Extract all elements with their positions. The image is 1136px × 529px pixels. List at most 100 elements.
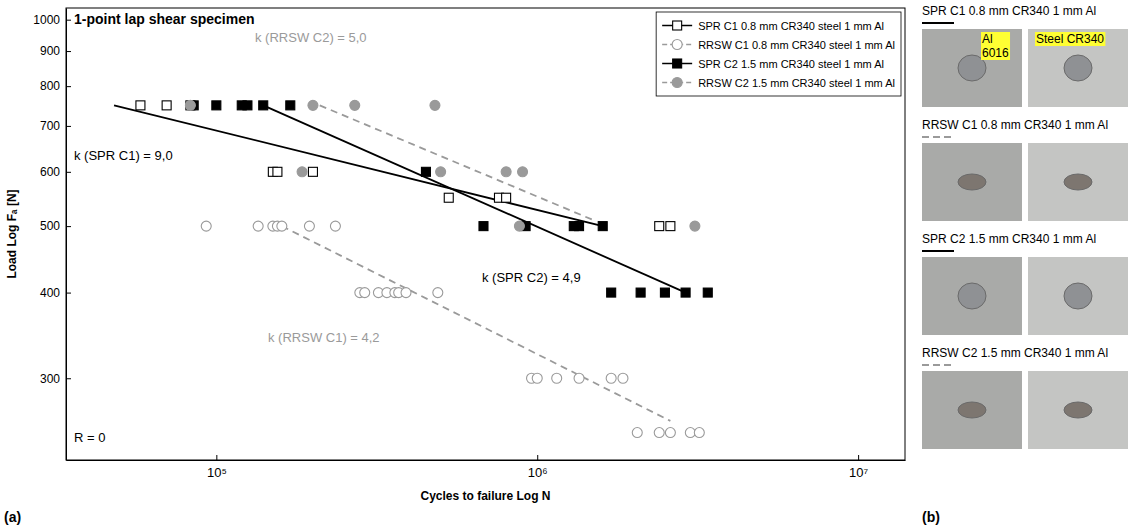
- legend-marker: [673, 21, 682, 30]
- photo-joint: [1064, 55, 1092, 81]
- annotation: k (RRSW C1) = 4,2: [268, 330, 380, 345]
- data-point: [186, 101, 195, 110]
- data-point: [598, 222, 607, 231]
- data-point: [575, 222, 584, 231]
- photo: [922, 257, 1022, 335]
- y-tick: 800: [40, 79, 71, 93]
- data-point: [212, 101, 221, 110]
- y-tick-mark: [66, 86, 71, 87]
- y-tick-label: 1000: [33, 13, 60, 27]
- data-point: [501, 167, 511, 177]
- photo-title: RRSW C2 1.5 mm CR340 1 mm Al: [922, 346, 1108, 360]
- panel-letter: (b): [922, 509, 940, 525]
- y-tick-mark: [66, 378, 71, 379]
- x-axis-line: [67, 460, 906, 461]
- data-point: [277, 221, 287, 231]
- y-tick-label: 300: [40, 372, 60, 386]
- data-point: [666, 222, 675, 231]
- data-point: [297, 167, 307, 177]
- photo-joint: [1064, 283, 1092, 309]
- data-point: [479, 222, 488, 231]
- photo: [922, 371, 1022, 449]
- y-tick: 500: [40, 219, 71, 233]
- data-point: [308, 167, 317, 176]
- data-point: [690, 221, 700, 231]
- line-style-sample: [922, 136, 954, 138]
- x-tick-mark: [537, 455, 538, 460]
- photo-title: SPR C1 0.8 mm CR340 1 mm Al: [922, 4, 1096, 18]
- photo: [1028, 371, 1128, 449]
- data-point: [502, 193, 511, 202]
- data-point: [518, 167, 528, 177]
- x-tick-label: 10⁷: [849, 465, 868, 480]
- y-tick-mark: [66, 172, 71, 173]
- data-point: [421, 167, 430, 176]
- photo: [922, 143, 1022, 221]
- fit-line: [282, 226, 671, 421]
- fit-line: [320, 105, 594, 220]
- data-point: [532, 373, 542, 383]
- y-tick-label: 800: [40, 79, 60, 93]
- annotation: k (RRSW C2) = 5,0: [255, 30, 367, 45]
- y-tick: 400: [40, 286, 71, 300]
- data-point: [681, 288, 690, 297]
- data-point: [430, 100, 440, 110]
- y-tick: 600: [40, 165, 71, 179]
- legend-label: RRSW C2 1.5 mm CR340 steel 1 mm Al: [698, 77, 895, 89]
- x-tick-label: 10⁶: [528, 465, 548, 480]
- chart-title: 1-point lap shear specimen: [74, 11, 255, 27]
- y-tick-mark: [66, 51, 71, 52]
- data-point: [632, 428, 642, 438]
- photo: [1028, 143, 1128, 221]
- data-point: [360, 288, 370, 298]
- data-point: [136, 101, 145, 110]
- data-point: [694, 428, 704, 438]
- x-axis-title: Cycles to failure Log N: [420, 489, 550, 503]
- data-point: [703, 288, 712, 297]
- line-style-sample: [922, 22, 954, 24]
- annotation: k (SPR C1) = 9,0: [74, 148, 173, 163]
- label-highlight: [1035, 32, 1105, 46]
- photo: [922, 29, 1022, 107]
- x-tick-mark: [216, 455, 217, 460]
- y-tick: 300: [40, 372, 71, 386]
- panel-letter: (a): [4, 509, 21, 525]
- data-point: [574, 373, 584, 383]
- photo: [1028, 29, 1128, 107]
- data-point: [436, 167, 446, 177]
- material-label: Al6016: [982, 32, 1009, 60]
- data-point: [185, 100, 195, 110]
- y-tick-label: 500: [40, 219, 60, 233]
- fit-line: [263, 105, 685, 292]
- series-points: [185, 100, 700, 231]
- annotation: R = 0: [74, 430, 105, 445]
- figure: 10⁵10⁶10⁷3004005006007008009001000Cycles…: [0, 0, 1136, 529]
- data-point: [330, 221, 340, 231]
- data-point: [350, 100, 360, 110]
- marks: [114, 100, 712, 437]
- data-point: [655, 222, 664, 231]
- y-tick: 700: [40, 119, 71, 133]
- photo-joint: [958, 283, 986, 309]
- fit-line: [114, 105, 603, 226]
- legend-label: RRSW C1 0.8 mm CR340 steel 1 mm Al: [698, 39, 895, 51]
- photo-joint: [958, 402, 986, 418]
- data-point: [618, 373, 628, 383]
- legend-label: SPR C1 0.8 mm CR340 steel 1 mm Al: [698, 20, 884, 32]
- data-point: [433, 288, 443, 298]
- line-style-sample: [922, 364, 954, 366]
- x-tick: 10⁷: [849, 455, 868, 480]
- data-point: [243, 101, 252, 110]
- data-point: [304, 221, 314, 231]
- photo-joint: [958, 174, 986, 190]
- series-points: [189, 101, 712, 297]
- photo: [1028, 257, 1128, 335]
- label-highlight: [981, 32, 1010, 60]
- y-tick-mark: [66, 20, 71, 21]
- data-point: [514, 221, 524, 231]
- y-tick-label: 400: [40, 286, 60, 300]
- x-tick-mark: [858, 455, 859, 460]
- x-tick: 10⁶: [528, 455, 548, 480]
- photo-joint: [1064, 402, 1092, 418]
- data-point: [636, 288, 645, 297]
